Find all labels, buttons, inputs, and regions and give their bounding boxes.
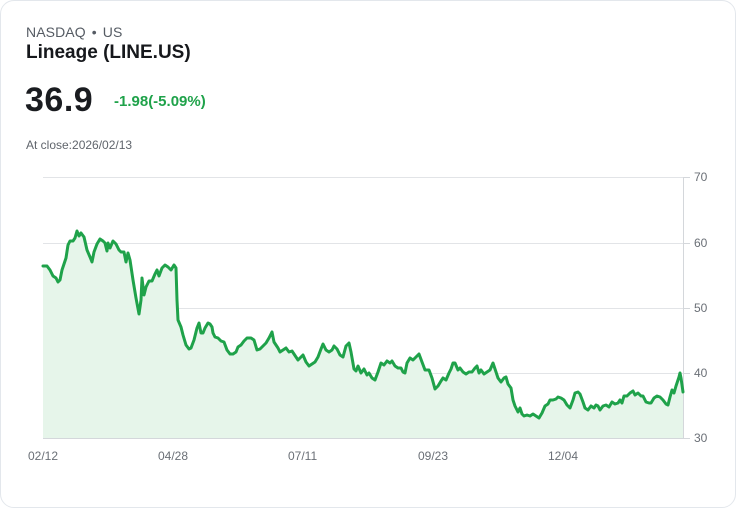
- y-axis-label-70: 70: [694, 170, 708, 184]
- region: US: [102, 24, 123, 40]
- separator-dot: •: [91, 24, 97, 40]
- exchange-line: NASDAQ • US: [26, 24, 122, 40]
- stock-title: Lineage (LINE.US): [26, 42, 191, 63]
- price-line: [41, 229, 685, 420]
- x-axis-label-5: 12/04: [548, 449, 579, 463]
- y-axis-label-50: 50: [694, 301, 708, 315]
- x-axis-label-1: 02/12: [28, 449, 59, 463]
- y-axis-ticks: [683, 177, 690, 439]
- exchange-name: NASDAQ: [26, 24, 86, 40]
- stock-price: 36.9: [25, 81, 94, 119]
- y-axis-label-30: 30: [694, 431, 708, 445]
- price-area-fill: [43, 231, 683, 438]
- close-date: At close:2026/02/13: [26, 138, 133, 152]
- x-axis-label-3: 07/11: [288, 449, 318, 463]
- price-chart[interactable]: [0, 160, 736, 450]
- y-axis-label-40: 40: [694, 366, 708, 380]
- y-axis-label-60: 60: [694, 236, 708, 250]
- x-axis-label-4: 09/23: [418, 449, 449, 463]
- x-axis-label-2: 04/28: [158, 449, 189, 463]
- price-change: -1.98(-5.09%): [114, 93, 206, 110]
